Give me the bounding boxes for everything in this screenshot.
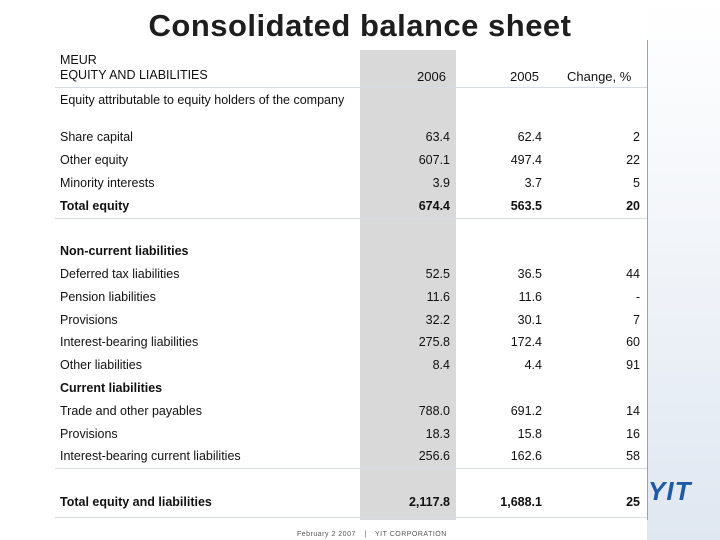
value-2006: 275.8 [418,335,450,349]
value-2005: 497.4 [510,153,542,167]
divider [55,517,647,518]
table-row: Pension liabilities 11.6 11.6 - [55,288,647,306]
value-change: 16 [626,427,640,441]
table-row: Other liabilities 8.4 4.4 91 [55,356,647,374]
table-row: Other equity 607.1 497.4 22 [55,151,647,169]
table-row-total-equity-and-liabilities: Total equity and liabilities 2,117.8 1,6… [55,493,647,511]
shaded-2006-column [360,50,456,520]
table-row: Provisions 32.2 30.1 7 [55,311,647,329]
row-label: Other liabilities [60,358,142,372]
value-2005: 563.5 [510,199,542,213]
table-row: Interest-bearing liabilities 275.8 172.4… [55,333,647,351]
value-2005: 172.4 [510,335,542,349]
column-header-change: Change, % [567,69,632,84]
value-change: 25 [626,495,640,509]
table-row: Deferred tax liabilities 52.5 36.5 44 [55,265,647,283]
value-change: 20 [626,199,640,213]
value-2006: 788.0 [418,404,450,418]
value-change: 91 [626,358,640,372]
value-2006: 52.5 [425,267,450,281]
value-2005: 4.4 [524,358,542,372]
caption-label: EQUITY AND LIABILITIES [60,68,208,82]
value-change: - [635,290,640,304]
footer-date: February 2 2007 [297,531,356,538]
value-2006: 32.2 [425,313,450,327]
table-row: Share capital 63.4 62.4 2 [55,128,647,146]
table-row: Provisions 18.3 15.8 16 [55,425,647,443]
value-change: 14 [626,404,640,418]
page-title: Consolidated balance sheet [148,8,572,43]
column-header-2006: 2006 [417,69,446,84]
value-2006: 18.3 [425,427,450,441]
row-label: Deferred tax liabilities [60,267,180,281]
row-label: Provisions [60,427,118,441]
column-header-2005: 2005 [510,69,539,84]
row-label: Trade and other payables [60,404,202,418]
value-2006: 63.4 [425,130,450,144]
value-2006: 8.4 [432,358,450,372]
value-2005: 3.7 [524,176,542,190]
section-equity: Equity attributable to equity holders of… [60,93,345,107]
footer-company: YIT CORPORATION [374,531,447,538]
value-2005: 11.6 [518,290,542,304]
table-row: Interest-bearing current liabilities 256… [55,447,647,465]
value-2006: 607.1 [418,153,450,167]
value-2005: 691.2 [510,404,542,418]
section-current-liabilities: Current liabilities [60,381,163,395]
table-header-caption: MEUR EQUITY AND LIABILITIES [60,53,208,83]
value-2006: 11.6 [426,290,450,304]
value-change: 22 [626,153,640,167]
table-row-total-equity: Total equity 674.4 563.5 20 [55,197,647,215]
row-label: Pension liabilities [60,290,156,304]
value-2006: 674.4 [418,199,450,213]
value-2006: 256.6 [418,449,450,463]
value-2005: 15.8 [517,427,542,441]
balance-sheet-table: MEUR EQUITY AND LIABILITIES 2006 2005 Ch… [55,50,647,520]
yit-logo: YIT [648,476,692,506]
row-label: Total equity and liabilities [60,495,212,509]
row-label: Share capital [60,130,133,144]
value-2006: 3.9 [432,176,450,190]
value-change: 58 [626,449,640,463]
value-change: 44 [626,267,640,281]
side-band-divider [647,40,648,520]
unit-label: MEUR [60,53,97,67]
row-label: Interest-bearing liabilities [60,335,199,349]
row-label: Total equity [60,199,130,213]
divider [55,87,647,88]
row-label: Provisions [60,313,118,327]
footer-separator: | [364,531,367,538]
value-2005: 1,688.1 [500,495,542,509]
value-2005: 162.6 [510,449,542,463]
value-change: 60 [626,335,640,349]
divider [55,218,647,219]
value-2006: 2,117.8 [408,495,450,509]
table-row: Minority interests 3.9 3.7 5 [55,174,647,192]
table-row: Trade and other payables 788.0 691.2 14 [55,402,647,420]
footer: February 2 2007 | YIT CORPORATION [297,531,447,538]
value-2005: 36.5 [517,267,542,281]
row-label: Other equity [60,153,129,167]
decorative-side-band [647,0,720,540]
row-label: Interest-bearing current liabilities [60,449,241,463]
row-label: Minority interests [60,176,155,190]
value-change: 2 [633,130,640,144]
value-2005: 62.4 [517,130,542,144]
divider [55,468,647,469]
value-change: 5 [633,176,640,190]
section-non-current-liabilities: Non-current liabilities [60,244,189,258]
value-change: 7 [633,313,640,327]
value-2005: 30.1 [517,313,542,327]
